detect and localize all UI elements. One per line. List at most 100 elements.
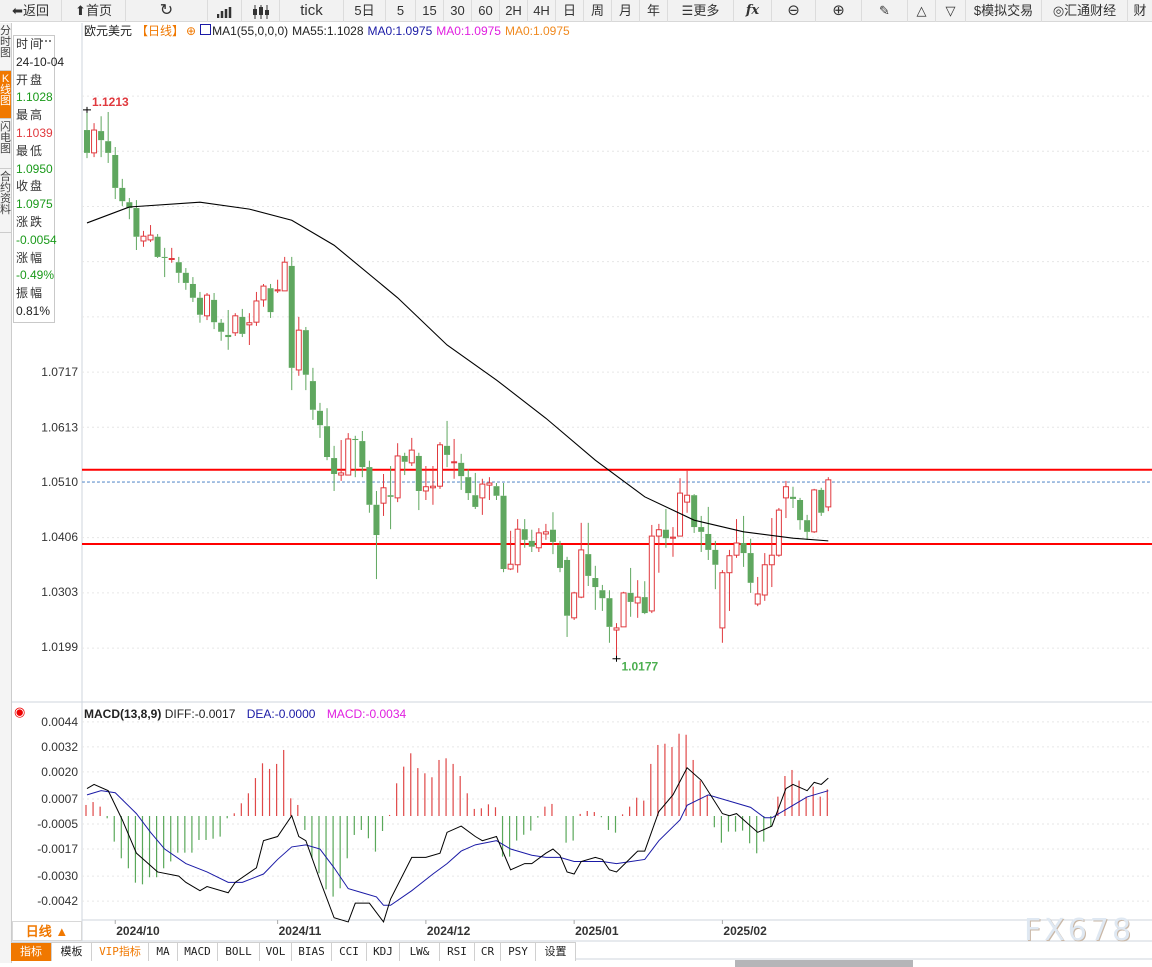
candle	[338, 440, 345, 481]
refresh-button[interactable]: ↻	[126, 0, 208, 22]
candle	[648, 524, 655, 614]
open-value: 1.1028	[16, 90, 53, 105]
candle-body	[225, 334, 232, 338]
candle-body	[535, 532, 542, 549]
period-4h[interactable]: 4H	[528, 0, 556, 22]
zoom-out-icon: ⊖	[787, 2, 800, 19]
more-button[interactable]: ☰更多	[668, 0, 734, 22]
candle-body	[182, 272, 189, 283]
macd-tick-label: 0.0007	[41, 792, 78, 806]
sim-trade-button[interactable]: $模拟交易	[966, 0, 1042, 22]
tab-indicator[interactable]: 指标	[11, 943, 52, 961]
candle	[373, 490, 380, 580]
tab-psy[interactable]: PSY	[501, 943, 536, 961]
period-30min[interactable]: 30	[444, 0, 472, 22]
candle-body	[119, 187, 126, 202]
period-day[interactable]: 日	[556, 0, 584, 22]
pen-icon: ✎	[879, 3, 890, 18]
low-value: 1.0950	[16, 161, 53, 176]
home-button[interactable]: ⬆首页	[62, 0, 126, 22]
symbol-name: 欧元美元	[84, 24, 133, 38]
period-selector[interactable]: 日线 ▲	[12, 921, 82, 941]
candle-body	[761, 564, 768, 596]
tab-cr[interactable]: CR	[475, 943, 501, 961]
tab-rsi[interactable]: RSI	[440, 943, 475, 961]
tab-bias[interactable]: BIAS	[292, 943, 332, 961]
tab-vip-indicator[interactable]: VIP指标	[92, 943, 149, 961]
candle	[429, 466, 436, 505]
candle-body	[542, 531, 549, 535]
period-2h[interactable]: 2H	[500, 0, 528, 22]
zoom-in-button[interactable]: ⊕	[816, 0, 862, 22]
tab-cci[interactable]: CCI	[332, 943, 367, 961]
side-tab-flash[interactable]: 闪电图	[0, 119, 11, 169]
candle	[726, 549, 733, 611]
candle-body	[408, 449, 415, 464]
triangle-down-button[interactable]: ▽	[936, 0, 966, 22]
candle	[239, 308, 246, 338]
pct-value: -0.49%	[16, 268, 55, 283]
candle	[182, 268, 189, 290]
tab-kdj[interactable]: KDJ	[367, 943, 400, 961]
ma0-value-orange: MA0:1.0975	[504, 24, 570, 38]
candle	[507, 530, 514, 571]
tick-button[interactable]: tick	[280, 0, 344, 22]
draw-button[interactable]: ✎	[862, 0, 908, 22]
period-month[interactable]: 月	[612, 0, 640, 22]
side-tab-kline[interactable]: K线图	[0, 71, 11, 119]
indicator-settings-icon[interactable]: ◉	[14, 704, 26, 719]
zoom-out-button[interactable]: ⊖	[772, 0, 816, 22]
candle-body	[662, 529, 669, 539]
tab-macd[interactable]: MACD	[178, 943, 218, 961]
high-crosshair-icon	[83, 106, 91, 113]
period-60min[interactable]: 60	[472, 0, 500, 22]
candle-body	[366, 467, 373, 505]
tab-settings[interactable]: 设置	[536, 943, 576, 961]
period-5day[interactable]: 5日	[344, 0, 386, 22]
triangle-up-icon: △	[916, 3, 927, 18]
candle	[528, 529, 535, 553]
side-tab-timeshare[interactable]: 分时图	[0, 23, 11, 71]
tab-ma[interactable]: MA	[149, 943, 178, 961]
back-button[interactable]: ⬅返回	[0, 0, 62, 22]
period-year[interactable]: 年	[640, 0, 668, 22]
candle-body	[373, 504, 380, 536]
candle	[189, 277, 196, 303]
triangle-up-button[interactable]: △	[908, 0, 936, 22]
candle	[613, 623, 620, 659]
candle-body	[465, 477, 472, 494]
tab-template[interactable]: 模板	[52, 943, 92, 961]
finance-button[interactable]: 财	[1133, 3, 1147, 18]
candle-body	[239, 316, 246, 334]
candle	[302, 326, 309, 391]
candle-body	[669, 536, 676, 539]
formula-button[interactable]: fx	[734, 0, 772, 22]
tab-boll[interactable]: BOLL	[218, 943, 260, 961]
close-value: 1.0975	[16, 197, 53, 212]
candle-body	[274, 289, 281, 292]
bar-chart-button[interactable]	[208, 0, 242, 22]
candle	[260, 283, 267, 307]
scrollbar-thumb[interactable]	[735, 960, 913, 967]
side-tab-contract[interactable]: 合约资料	[0, 169, 11, 233]
candle	[161, 247, 168, 278]
tab-lwr[interactable]: LW&	[400, 943, 440, 961]
brand-button[interactable]: ◎汇通财经	[1042, 0, 1128, 22]
period-5min[interactable]: 5	[386, 0, 416, 22]
period-week[interactable]: 周	[584, 0, 612, 22]
more-dots-icon[interactable]	[49, 40, 51, 42]
candle-body	[768, 554, 775, 566]
candle	[394, 443, 401, 503]
candle-body	[211, 299, 218, 323]
ma0-value-blue: MA0:1.0975	[367, 24, 433, 38]
candle	[641, 581, 648, 615]
candle-body	[578, 549, 585, 598]
high-price-label: 1.1213	[92, 95, 129, 109]
candlestick-button[interactable]	[242, 0, 280, 22]
tab-vol[interactable]: VOL	[260, 943, 292, 961]
candle	[712, 540, 719, 590]
candle-body	[797, 500, 804, 521]
period-15min[interactable]: 15	[416, 0, 444, 22]
add-indicator-icon[interactable]: ⊕	[186, 24, 197, 38]
